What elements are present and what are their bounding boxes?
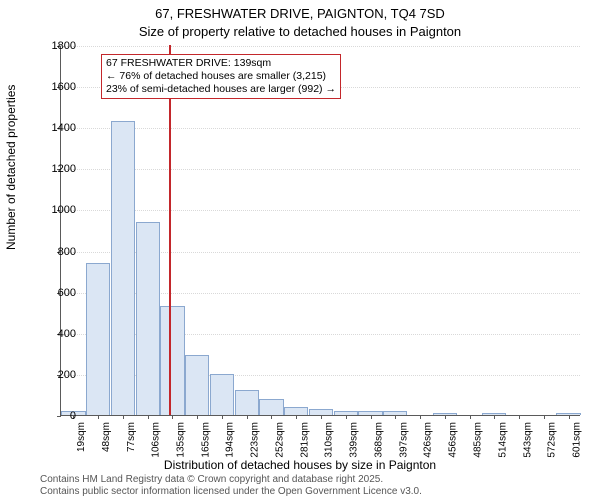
x-tick-mark <box>544 415 545 419</box>
x-tick-label: 514sqm <box>497 422 508 458</box>
x-tick-mark <box>123 415 124 419</box>
annotation-line1: 67 FRESHWATER DRIVE: 139sqm <box>106 57 336 70</box>
grid-line <box>61 128 580 129</box>
x-tick-label: 397sqm <box>398 422 409 458</box>
x-tick-mark <box>569 415 570 419</box>
chart-container: 67, FRESHWATER DRIVE, PAIGNTON, TQ4 7SD … <box>0 0 600 500</box>
x-tick-label: 223sqm <box>250 422 261 458</box>
x-tick-mark <box>346 415 347 419</box>
x-tick-label: 19sqm <box>76 422 87 452</box>
histogram-bar <box>235 390 259 415</box>
x-tick-mark <box>470 415 471 419</box>
x-tick-mark <box>445 415 446 419</box>
footer-line-2: Contains public sector information licen… <box>40 486 422 498</box>
x-tick-mark <box>519 415 520 419</box>
annotation-line2: ← 76% of detached houses are smaller (3,… <box>106 70 336 83</box>
x-tick-mark <box>371 415 372 419</box>
x-tick-label: 281sqm <box>299 422 310 458</box>
annotation-line3: 23% of semi-detached houses are larger (… <box>106 83 336 96</box>
chart-subtitle: Size of property relative to detached ho… <box>0 24 600 39</box>
x-axis-label: Distribution of detached houses by size … <box>0 458 600 472</box>
x-tick-mark <box>296 415 297 419</box>
histogram-bar <box>210 374 234 415</box>
footer-line-1: Contains HM Land Registry data © Crown c… <box>40 474 422 486</box>
x-tick-label: 368sqm <box>374 422 385 458</box>
x-tick-label: 339sqm <box>349 422 360 458</box>
reference-line <box>169 45 171 415</box>
grid-line <box>61 46 580 47</box>
annotation-box: 67 FRESHWATER DRIVE: 139sqm← 76% of deta… <box>101 54 341 99</box>
histogram-bar <box>111 121 135 415</box>
x-tick-label: 48sqm <box>101 422 112 452</box>
x-tick-label: 601sqm <box>572 422 583 458</box>
x-tick-mark <box>271 415 272 419</box>
x-tick-mark <box>197 415 198 419</box>
y-tick-label: 0 <box>70 410 76 422</box>
histogram-bar <box>86 263 110 415</box>
x-tick-label: 252sqm <box>274 422 285 458</box>
x-tick-label: 77sqm <box>126 422 137 452</box>
plot-area: 19sqm48sqm77sqm106sqm135sqm165sqm194sqm2… <box>60 46 580 416</box>
y-tick-label: 800 <box>58 246 76 258</box>
y-tick-label: 200 <box>58 369 76 381</box>
y-tick-mark <box>57 416 61 417</box>
x-tick-label: 135sqm <box>175 422 186 458</box>
x-tick-mark <box>222 415 223 419</box>
x-tick-label: 194sqm <box>225 422 236 458</box>
histogram-bar <box>284 407 308 415</box>
grid-line <box>61 169 580 170</box>
x-tick-mark <box>420 415 421 419</box>
x-tick-label: 572sqm <box>547 422 558 458</box>
x-tick-mark <box>98 415 99 419</box>
x-tick-label: 456sqm <box>448 422 459 458</box>
y-tick-label: 1200 <box>52 163 76 175</box>
y-axis-label: Number of detached properties <box>4 85 18 250</box>
x-tick-label: 426sqm <box>423 422 434 458</box>
y-tick-label: 1000 <box>52 204 76 216</box>
footer-attribution: Contains HM Land Registry data © Crown c… <box>40 474 422 498</box>
y-tick-label: 1400 <box>52 122 76 134</box>
y-tick-label: 600 <box>58 287 76 299</box>
x-tick-label: 165sqm <box>200 422 211 458</box>
x-tick-mark <box>395 415 396 419</box>
x-tick-mark <box>172 415 173 419</box>
x-tick-label: 485sqm <box>473 422 484 458</box>
y-tick-label: 1800 <box>52 40 76 52</box>
x-tick-label: 310sqm <box>324 422 335 458</box>
x-tick-mark <box>148 415 149 419</box>
y-tick-label: 1600 <box>52 81 76 93</box>
x-tick-mark <box>494 415 495 419</box>
histogram-bar <box>259 399 283 415</box>
y-tick-label: 400 <box>58 328 76 340</box>
grid-line <box>61 210 580 211</box>
histogram-bar <box>136 222 160 415</box>
histogram-bar <box>185 355 209 415</box>
x-tick-mark <box>247 415 248 419</box>
chart-title: 67, FRESHWATER DRIVE, PAIGNTON, TQ4 7SD <box>0 6 600 21</box>
x-tick-mark <box>321 415 322 419</box>
x-tick-label: 543sqm <box>522 422 533 458</box>
x-tick-label: 106sqm <box>151 422 162 458</box>
histogram-bar <box>160 306 184 415</box>
